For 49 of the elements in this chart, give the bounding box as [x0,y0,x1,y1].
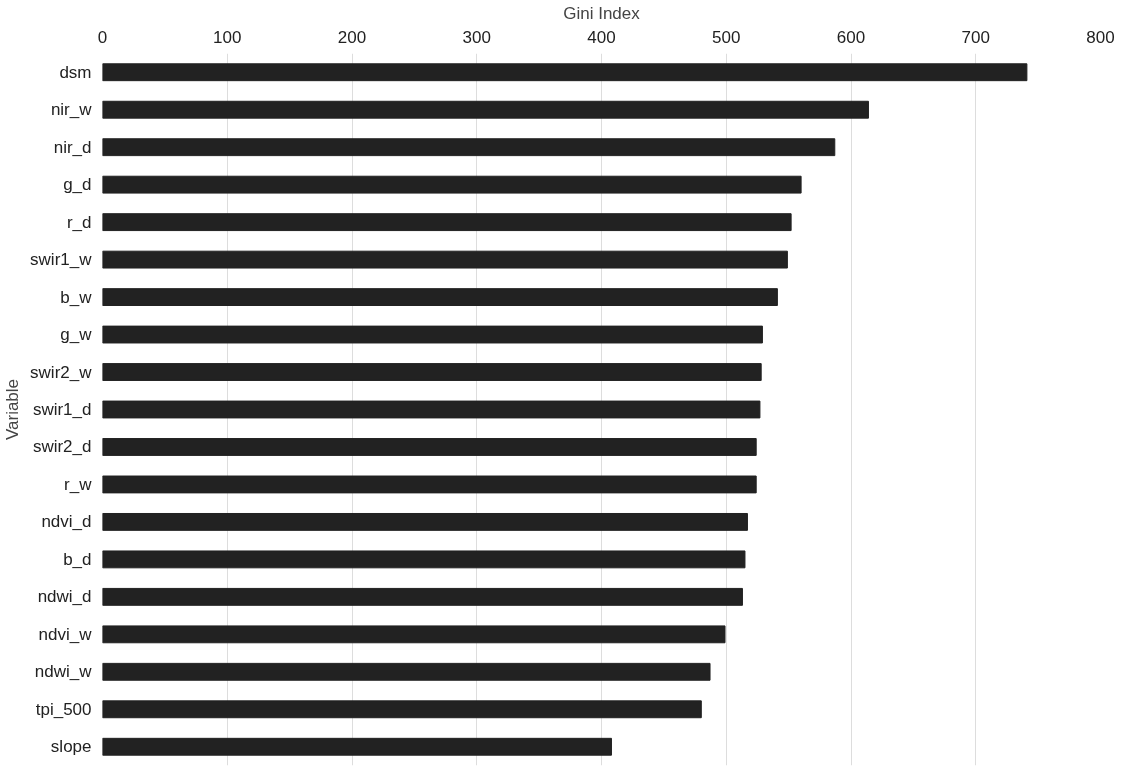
x-tick-label: 300 [462,27,491,47]
bar [102,512,748,531]
x-tick-label: 100 [213,27,242,47]
x-tick-label: 800 [1086,27,1115,47]
x-axis-title: Gini Index [563,3,641,23]
y-tick-label: tpi_500 [35,699,92,719]
bar [102,138,836,157]
bar [102,662,711,681]
x-tick-label: 500 [712,27,741,47]
x-tick-label: 600 [836,27,866,47]
bar [102,737,612,756]
y-tick-label: ndvi_w [38,624,93,644]
bar [102,363,762,381]
x-tick-label: 700 [961,27,990,47]
x-tick-label: 200 [337,27,367,47]
bar [102,587,743,606]
bar [102,625,726,644]
bar [102,550,746,569]
y-tick-label: b_w [60,287,93,307]
y-tick-label: slope [50,737,92,757]
x-tick-label: 0 [97,27,108,47]
y-tick-label: swir2_d [32,437,92,457]
bar [102,250,788,269]
y-tick-label: r_d [66,212,92,232]
y-tick-label: b_d [63,549,92,569]
bar [102,400,761,419]
y-tick-label: ndvi_d [41,512,92,532]
y-tick-label: dsm [59,62,92,82]
bar [102,288,778,307]
bar [102,63,1028,82]
y-tick-label: g_w [60,325,93,345]
y-tick-label: ndwi_d [37,587,92,607]
y-tick-label: swir1_d [32,400,92,419]
y-axis-title: Variable [3,378,23,441]
y-tick-label: swir2_w [30,362,93,382]
bar [102,325,763,344]
y-tick-label: ndwi_w [34,662,93,682]
bar [102,100,869,119]
y-tick-label: r_w [64,474,93,494]
bar [102,475,757,494]
bar [102,175,802,194]
y-tick-label: g_d [63,175,92,195]
y-tick-label: nir_w [50,100,93,120]
y-tick-label: nir_d [53,137,92,157]
bar [102,438,757,456]
x-tick-label: 400 [587,27,616,47]
y-tick-label: swir1_w [30,250,93,270]
bar [102,700,702,719]
bar [102,213,792,232]
